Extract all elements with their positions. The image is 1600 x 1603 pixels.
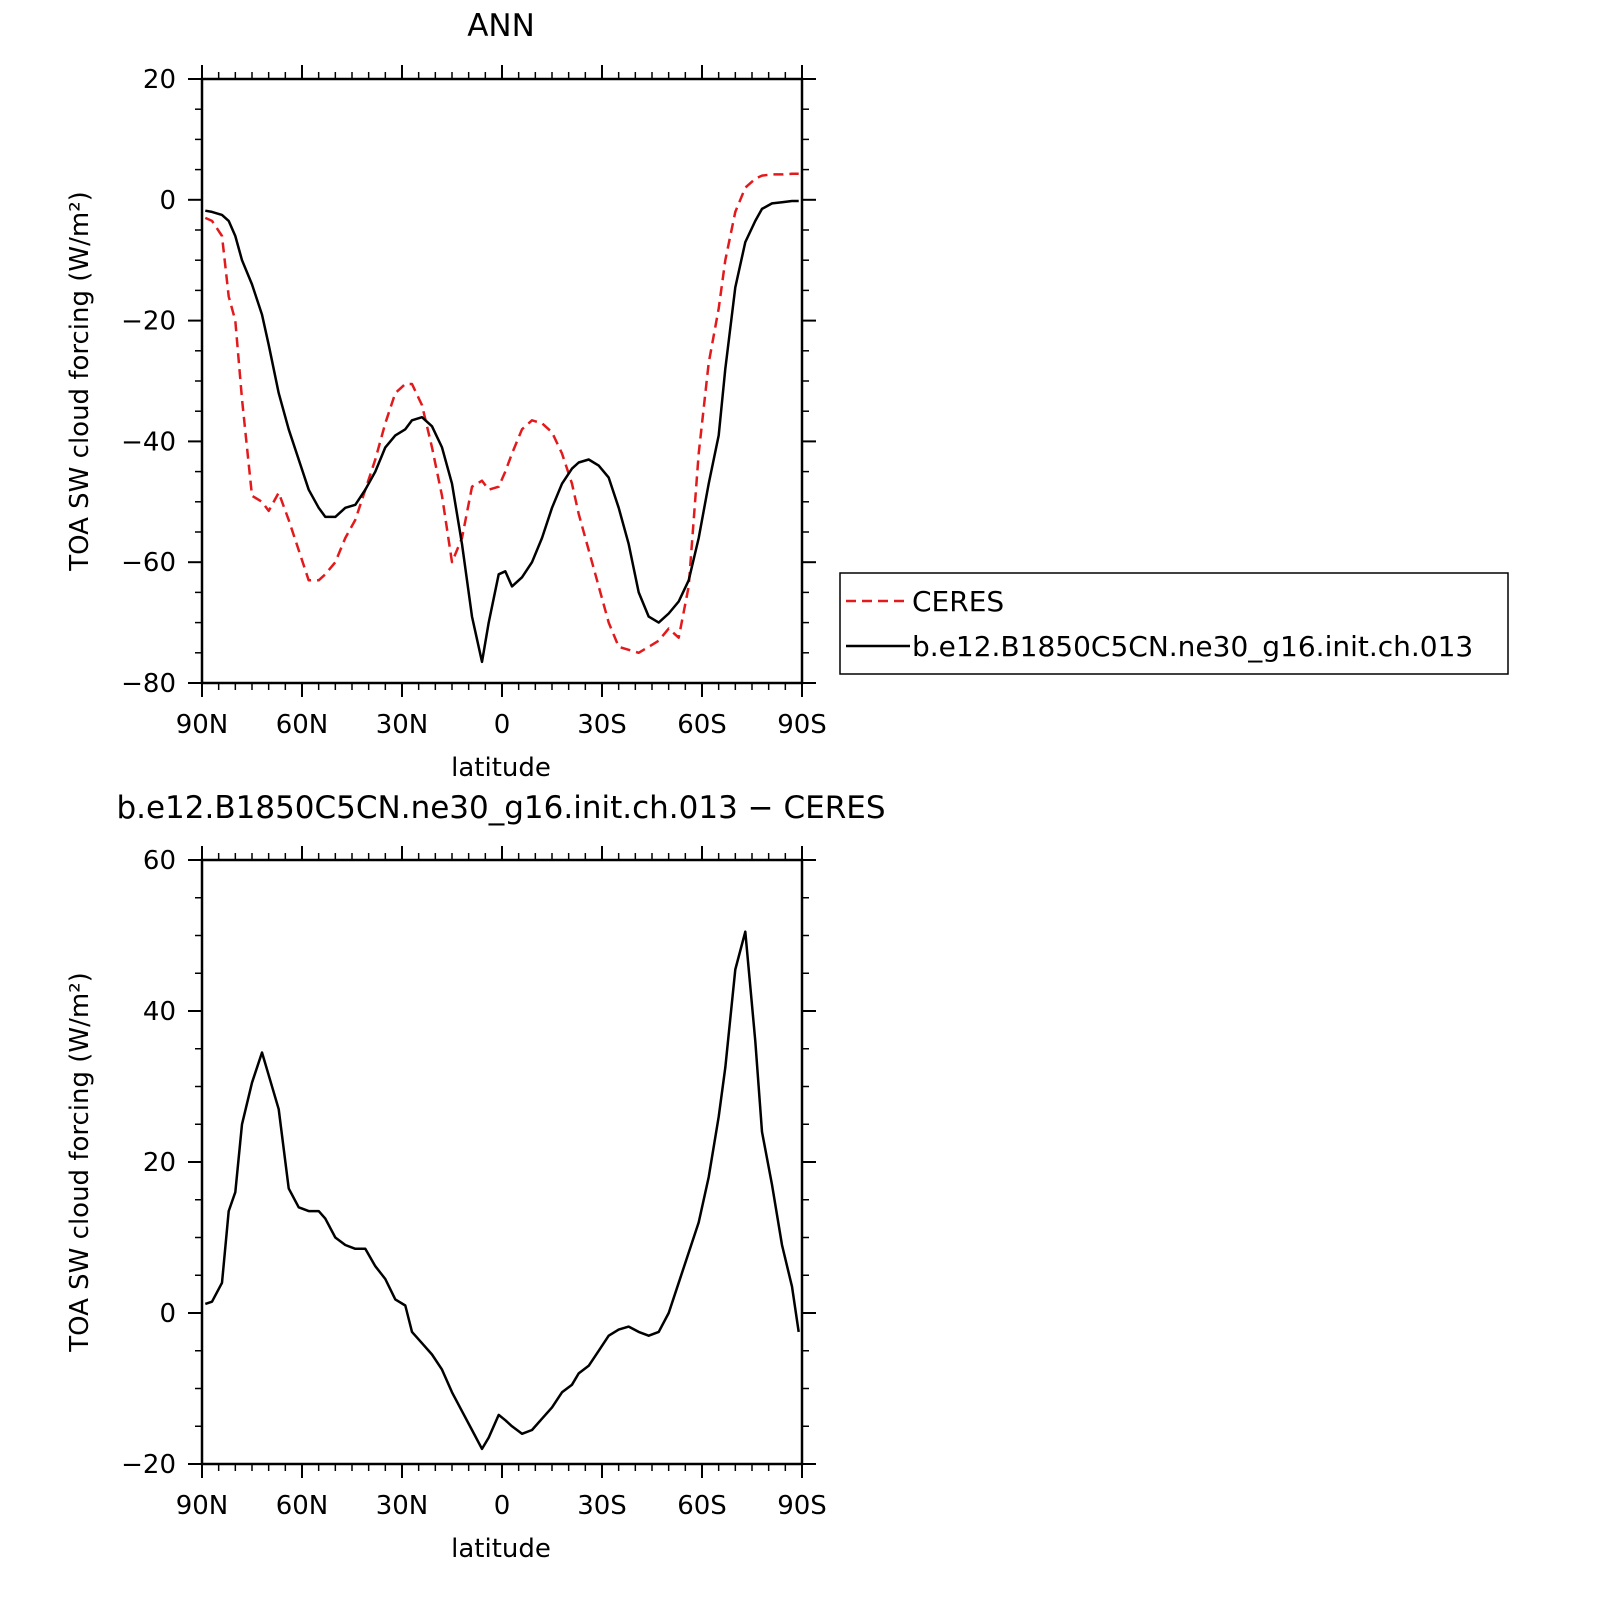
bottom-series-line-difference [204,930,800,1451]
legend: CERES b.e12.B1850C5CN.ne30_g16.init.ch.0… [839,572,1509,675]
bottom-x-tick-label: 90N [176,1491,229,1521]
top-x-tick-label: 30N [376,710,429,740]
bottom-y-tick-label: 40 [143,997,176,1027]
bottom-x-tick-label: 30S [577,1491,627,1521]
top-y-tick-label: 0 [159,186,176,216]
top-chart-panel: ANN 90N 60N 30N 0 30S 60S 90S 20 0 −20 −40 −60 −80 l… [65,8,827,783]
top-x-tick-label: 60N [276,710,329,740]
bottom-y-tick-label: 60 [143,846,176,876]
top-series-line-ceres [204,172,799,655]
top-y-tick-label: −60 [121,548,176,578]
top-chart-title: ANN [467,8,535,44]
bottom-x-tick-label: 30N [376,1491,429,1521]
bottom-y-tick-label: 20 [143,1148,176,1178]
bottom-chart-panel: b.e12.B1850C5CN.ne30_g16.init.ch.013 − C… [65,790,886,1564]
top-chart-series [204,172,799,664]
top-chart-x-axis-label: latitude [451,753,551,783]
legend-label-ceres: CERES [912,585,1004,618]
top-x-tick-label: 30S [577,710,627,740]
bottom-x-tick-label: 60S [677,1491,727,1521]
top-series-line-model [205,199,799,664]
bottom-x-tick-label: 60N [276,1491,329,1521]
bottom-chart-y-axis-label: TOA SW cloud forcing (W/m²) [65,972,95,1353]
bottom-y-tick-label: 0 [159,1299,176,1329]
bottom-x-tick-label: 90S [777,1491,827,1521]
bottom-chart-x-axis-label: latitude [451,1534,551,1564]
top-x-tick-label: 90N [176,710,229,740]
top-y-tick-label: 20 [143,65,176,95]
legend-box [839,572,1509,675]
bottom-chart-series [204,930,800,1451]
bottom-chart-axes: 90N 60N 30N 0 30S 60S 90S 60 40 20 0 −20 [121,846,827,1521]
top-chart-axes: 90N 60N 30N 0 30S 60S 90S 20 0 −20 −40 −60 −80 [121,65,827,740]
top-chart-y-axis-label: TOA SW cloud forcing (W/m²) [65,191,95,572]
bottom-x-tick-label: 0 [494,1491,511,1521]
top-y-tick-label: −20 [121,307,176,337]
bottom-chart-title: b.e12.B1850C5CN.ne30_g16.init.ch.013 − C… [116,790,885,826]
top-chart-frame [200,77,804,685]
top-y-tick-label: −40 [121,427,176,457]
bottom-y-tick-label: −20 [121,1450,176,1480]
top-x-tick-label: 60S [677,710,727,740]
top-x-tick-label: 0 [494,710,511,740]
legend-label-model: b.e12.B1850C5CN.ne30_g16.init.ch.013 [912,630,1473,663]
top-x-tick-label: 90S [777,710,827,740]
bottom-chart-frame [200,858,804,1466]
top-y-tick-label: −80 [121,669,176,699]
